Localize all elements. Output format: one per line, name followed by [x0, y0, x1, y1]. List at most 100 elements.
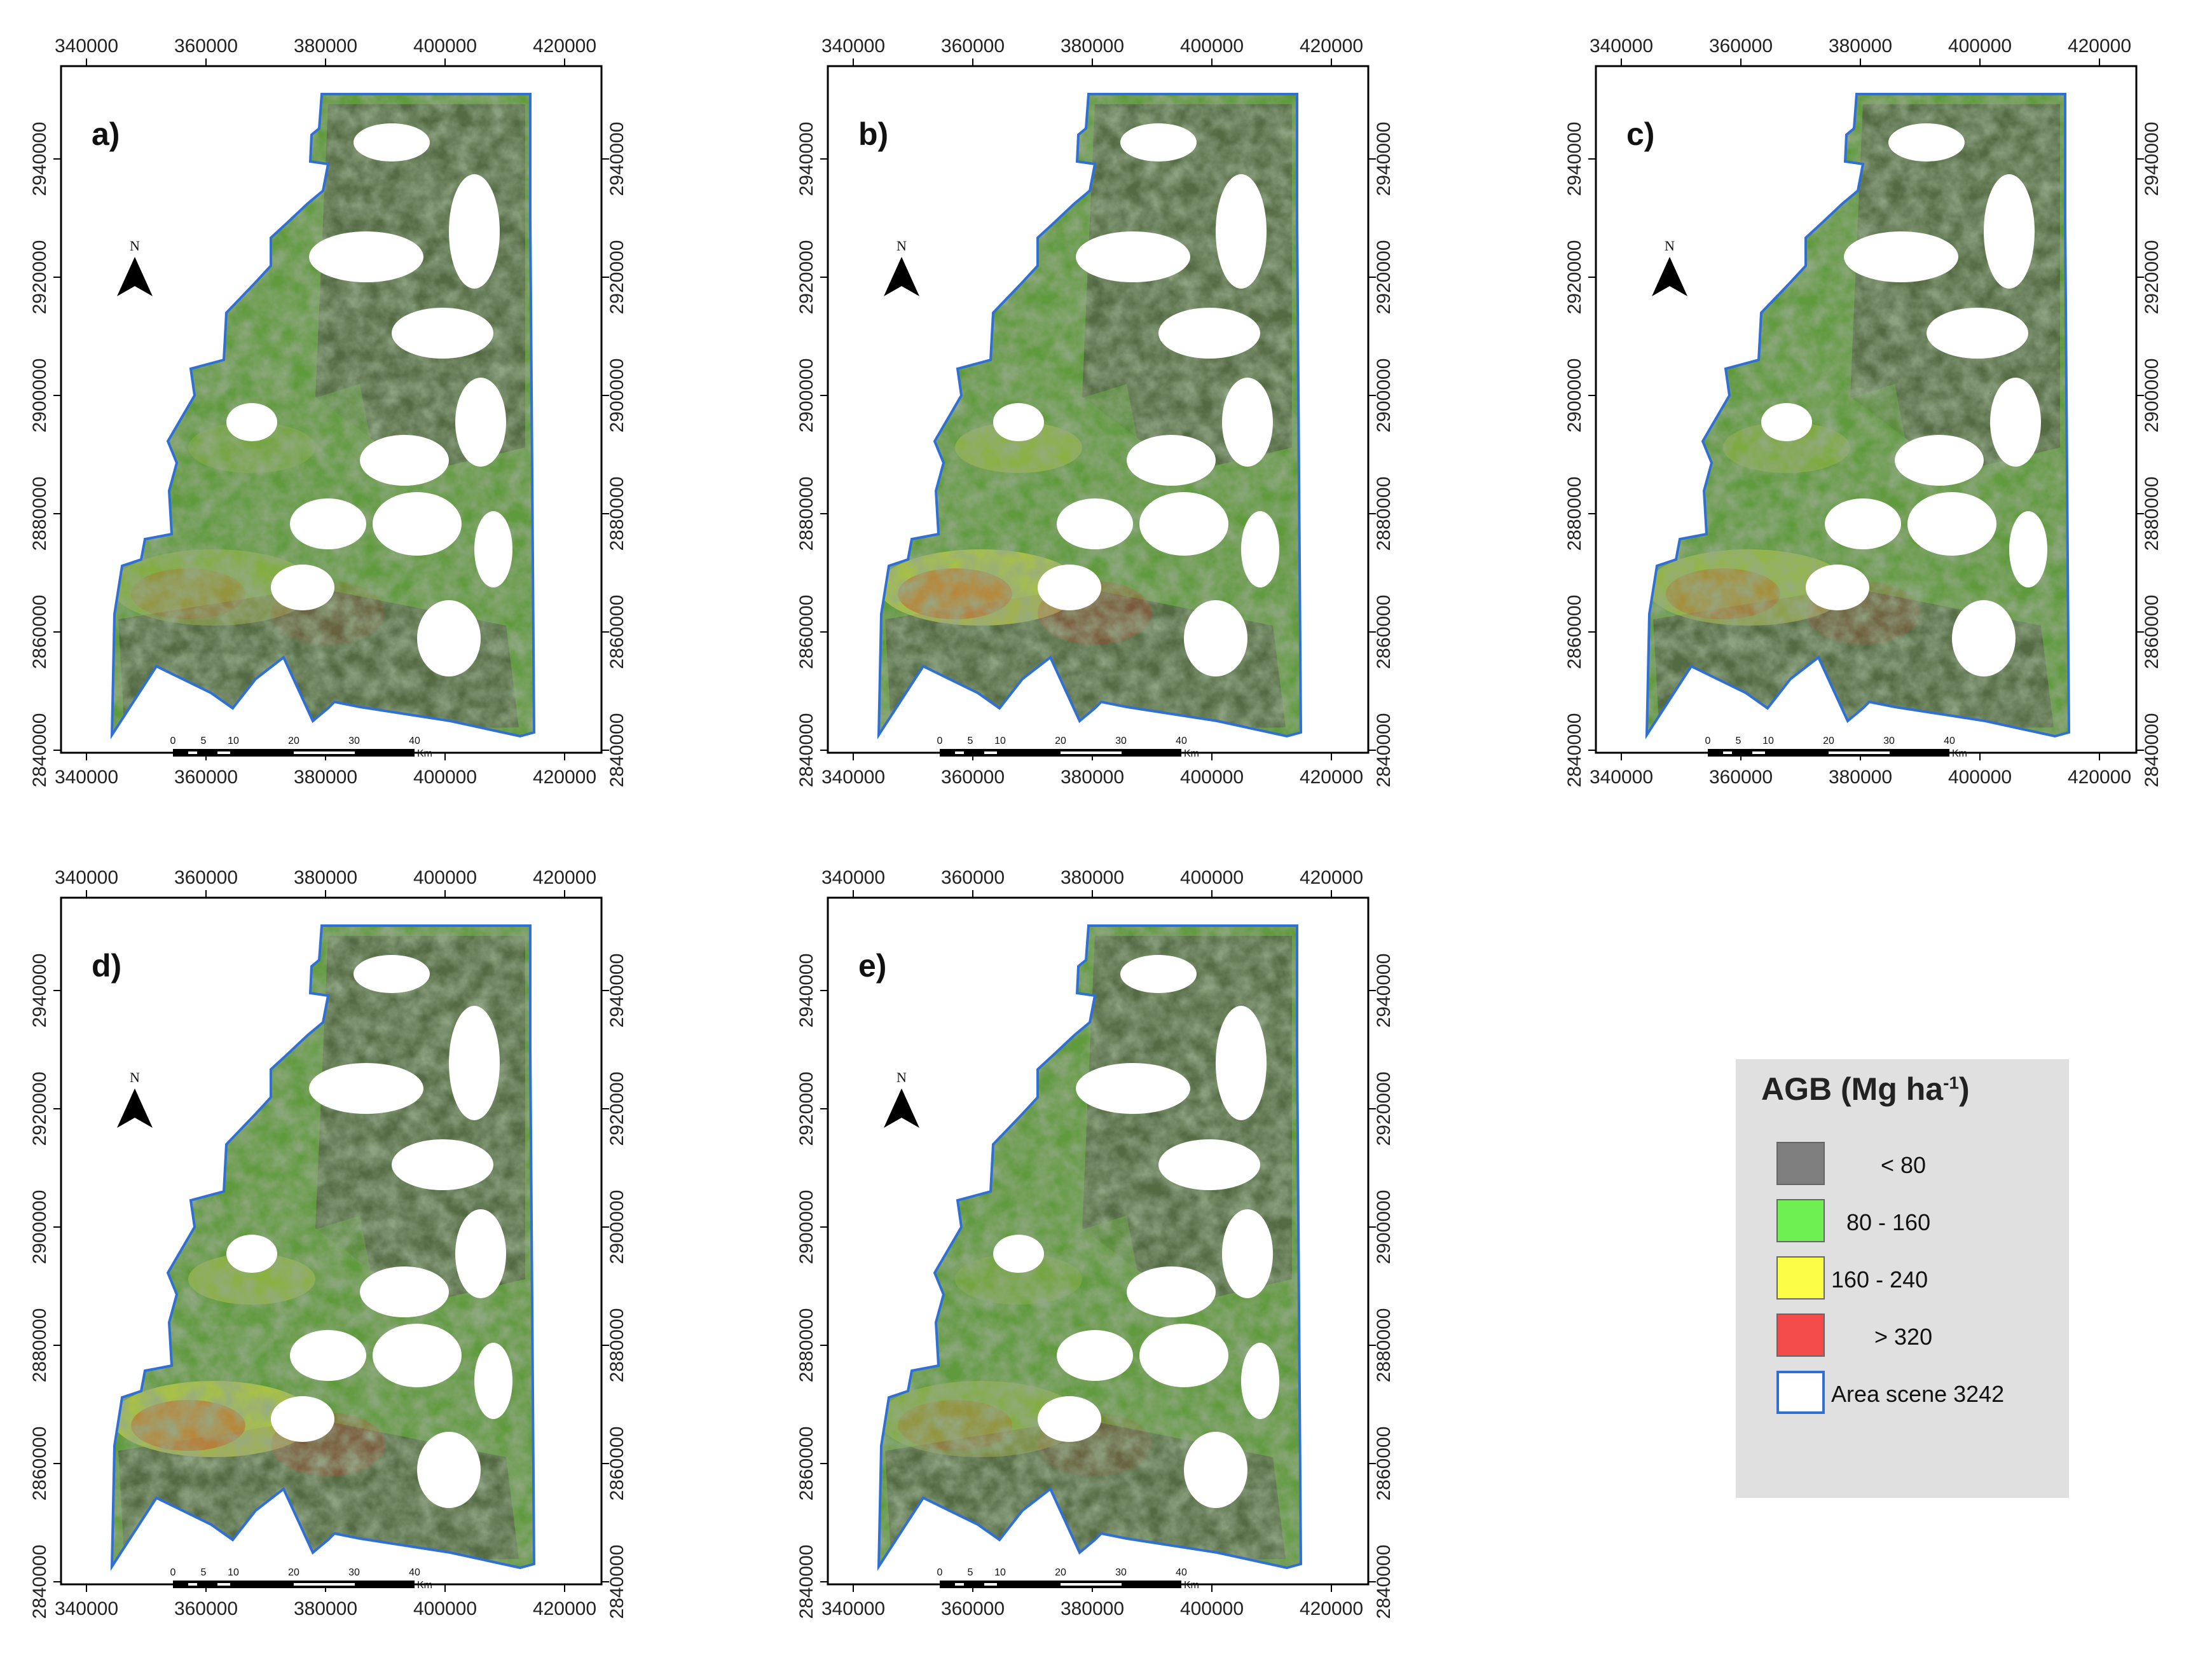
y-tick-label-left: 2880000	[29, 1308, 50, 1383]
y-tick-label-right: 2920000	[2141, 240, 2162, 315]
x-tick-label-bottom: 380000	[294, 767, 357, 788]
y-tick-label-right: 2880000	[607, 477, 628, 551]
scale-bar-tick: 0	[170, 736, 176, 746]
y-tick-label-left: 2860000	[796, 595, 817, 669]
y-tick-label-right: 2940000	[1373, 122, 1394, 196]
y-tick-label-left: 2940000	[796, 122, 817, 196]
north-arrow-icon	[117, 257, 153, 296]
x-tick-label-bottom: 400000	[1180, 1598, 1244, 1619]
y-tick-label-right: 2900000	[607, 1190, 628, 1265]
y-tick-label-right: 2900000	[1373, 359, 1394, 433]
y-tick-label-right: 2840000	[2141, 713, 2162, 788]
scale-bar-unit: Km	[1184, 1580, 1199, 1591]
y-tick-label-left: 2880000	[796, 477, 817, 551]
y-tick-label-left: 2880000	[1564, 477, 1585, 551]
y-tick-label-right: 2940000	[1373, 954, 1394, 1028]
x-tick-label-top: 360000	[941, 867, 1005, 888]
scale-bar-tick: 20	[288, 736, 299, 746]
agb-raster	[112, 94, 534, 736]
x-tick-label-bottom: 380000	[1061, 767, 1124, 788]
y-tick-label-left: 2900000	[29, 1190, 50, 1265]
x-tick-label-top: 400000	[413, 867, 477, 888]
y-tick-label-right: 2940000	[607, 122, 628, 196]
scale-bar: 0 5 10 20 30 40 Km	[937, 1567, 1199, 1591]
scale-bar-tick: 5	[1736, 736, 1741, 746]
y-tick-label-left: 2860000	[796, 1427, 817, 1501]
legend-label: < 80	[1881, 1152, 1927, 1178]
map-panel-e: 3400003400003600003600003800003800004000…	[796, 867, 1394, 1619]
scale-bar-tick: 40	[1176, 736, 1187, 746]
scale-bar-tick: 20	[288, 1567, 299, 1578]
x-tick-label-bottom: 380000	[294, 1598, 357, 1619]
x-tick-label-top: 380000	[1061, 36, 1124, 57]
y-tick-label-left: 2940000	[29, 954, 50, 1028]
north-arrow-label: N	[1665, 238, 1675, 254]
x-tick-label-top: 360000	[1709, 36, 1773, 57]
scale-bar-tick: 30	[1115, 736, 1127, 746]
y-tick-label-right: 2900000	[607, 359, 628, 433]
y-tick-label-right: 2940000	[2141, 122, 2162, 196]
x-tick-label-bottom: 340000	[821, 767, 885, 788]
scale-bar-tick: 30	[1883, 736, 1895, 746]
y-tick-label-left: 2940000	[796, 954, 817, 1028]
scale-bar: 0 5 10 20 30 40 Km	[937, 736, 1199, 759]
y-tick-label-left: 2920000	[29, 1072, 50, 1146]
north-arrow-icon	[1652, 257, 1687, 296]
y-tick-label-right: 2880000	[2141, 477, 2162, 551]
legend-swatch-boundary	[1776, 1371, 1825, 1414]
y-tick-label-left: 2840000	[796, 713, 817, 788]
y-tick-label-left: 2900000	[1564, 359, 1585, 433]
x-tick-label-top: 400000	[1948, 36, 2012, 57]
x-tick-label-top: 400000	[413, 36, 477, 57]
x-tick-label-top: 420000	[533, 867, 596, 888]
x-tick-label-top: 340000	[821, 867, 885, 888]
scale-bar-tick: 10	[228, 1567, 239, 1578]
y-tick-label-left: 2940000	[1564, 122, 1585, 196]
x-tick-label-top: 340000	[821, 36, 885, 57]
y-tick-label-right: 2840000	[607, 713, 628, 788]
y-tick-label-left: 2840000	[29, 713, 50, 788]
legend-label: Area scene 3242	[1831, 1381, 2005, 1407]
x-tick-label-bottom: 340000	[55, 767, 118, 788]
y-tick-label-left: 2940000	[29, 122, 50, 196]
x-tick-label-bottom: 420000	[1300, 767, 1363, 788]
x-tick-label-top: 360000	[941, 36, 1005, 57]
scale-bar-tick: 5	[968, 1567, 973, 1578]
panel-label: a)	[92, 116, 120, 152]
scale-bar-unit: Km	[1184, 748, 1199, 759]
scale-bar-unit: Km	[1952, 748, 1967, 759]
y-tick-label-left: 2880000	[29, 477, 50, 551]
x-tick-label-top: 360000	[174, 36, 238, 57]
x-tick-label-top: 360000	[174, 867, 238, 888]
x-tick-label-bottom: 380000	[1829, 767, 1892, 788]
x-tick-label-bottom: 360000	[174, 1598, 238, 1619]
y-tick-label-right: 2880000	[1373, 477, 1394, 551]
scale-bar-tick: 40	[1944, 736, 1955, 746]
x-tick-label-bottom: 380000	[1061, 1598, 1124, 1619]
legend-label: 80 - 160	[1846, 1209, 1931, 1235]
panel-label: c)	[1626, 116, 1654, 152]
panel-label: e)	[858, 948, 886, 984]
y-tick-label-right: 2940000	[607, 954, 628, 1028]
area-scene-boundary	[877, 924, 1303, 1571]
scale-bar-tick: 0	[937, 1567, 943, 1578]
scale-bar-tick: 5	[968, 736, 973, 746]
map-panel-a: 3400003400003600003600003800003800004000…	[29, 36, 628, 788]
x-tick-label-bottom: 340000	[821, 1598, 885, 1619]
north-arrow-icon	[117, 1088, 153, 1128]
y-tick-label-right: 2860000	[1373, 1427, 1394, 1501]
x-tick-label-bottom: 400000	[1180, 767, 1244, 788]
x-tick-label-top: 420000	[1300, 36, 1363, 57]
scale-bar-tick: 10	[994, 736, 1006, 746]
y-tick-label-left: 2920000	[1564, 240, 1585, 315]
y-tick-label-right: 2860000	[1373, 595, 1394, 669]
legend-swatch-yellow	[1776, 1256, 1825, 1300]
area-scene-boundary	[110, 93, 536, 739]
y-tick-label-right: 2860000	[607, 595, 628, 669]
legend-label: > 320	[1874, 1324, 1933, 1350]
x-tick-label-bottom: 400000	[413, 1598, 477, 1619]
legend-swatch-red	[1776, 1314, 1825, 1357]
x-tick-label-top: 340000	[55, 867, 118, 888]
x-tick-label-top: 380000	[294, 36, 357, 57]
legend-swatch-green	[1776, 1199, 1825, 1242]
